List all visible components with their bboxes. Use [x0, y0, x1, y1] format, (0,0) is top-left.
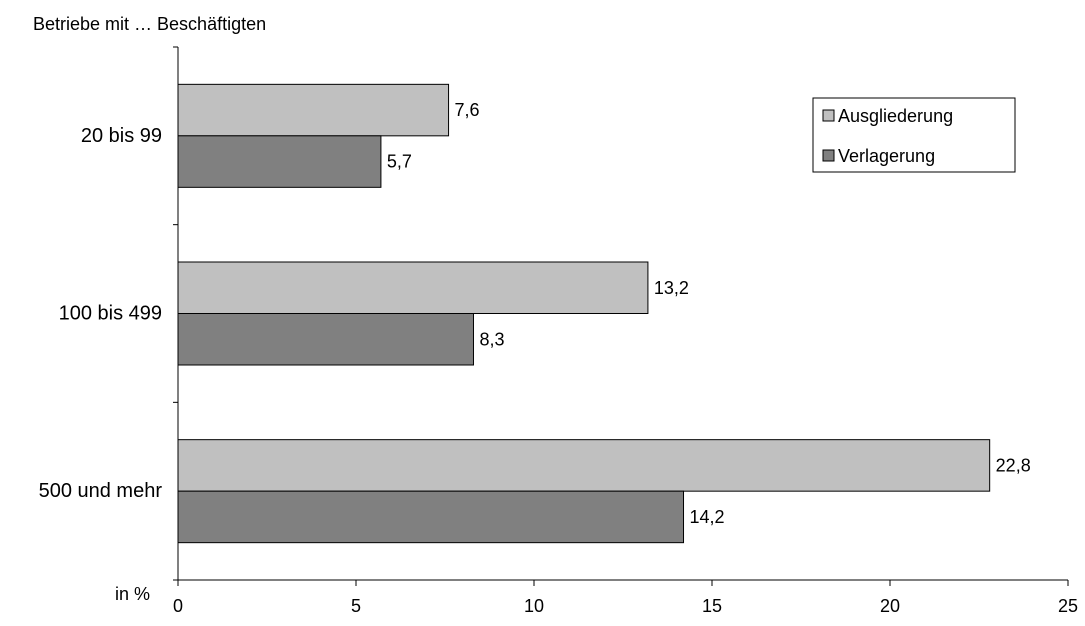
data-label-ausgliederung-500-und-mehr: 22,8	[996, 455, 1031, 475]
x-tick-label: 10	[524, 596, 544, 616]
legend-box	[812, 97, 1016, 173]
category-label-20-bis-99: 20 bis 99	[81, 125, 162, 147]
bars-layer	[177, 83, 991, 544]
bar-ausgliederung-20-bis-99	[177, 83, 450, 137]
category-label-500-und-mehr: 500 und mehr	[39, 480, 163, 502]
data-label-ausgliederung-20-bis-99: 7,6	[455, 100, 480, 120]
y-axis-title: Betriebe mit … Beschäftigten	[33, 14, 266, 34]
data-label-verlagerung-500-und-mehr: 14,2	[690, 507, 725, 527]
data-label-verlagerung-20-bis-99: 5,7	[387, 152, 412, 172]
bar-ausgliederung-500-und-mehr	[177, 439, 991, 492]
legend: Ausgliederung Verlagerung	[812, 97, 1016, 173]
x-axis-unit-label: in %	[115, 584, 150, 604]
bar-verlagerung-100-bis-499	[177, 313, 474, 366]
bar-verlagerung-500-und-mehr	[177, 490, 685, 544]
bar-ausgliederung-100-bis-499	[177, 261, 649, 314]
x-tick-label: 5	[351, 596, 361, 616]
x-tick-label: 15	[702, 596, 722, 616]
data-label-ausgliederung-100-bis-499: 13,2	[654, 278, 689, 298]
x-tick-label: 0	[173, 596, 183, 616]
legend-swatch-verlagerung	[822, 149, 835, 162]
legend-label-verlagerung: Verlagerung	[838, 146, 935, 166]
legend-swatch-ausgliederung	[822, 109, 835, 122]
x-tick-label: 20	[880, 596, 900, 616]
legend-label-ausgliederung: Ausgliederung	[838, 106, 953, 126]
data-label-verlagerung-100-bis-499: 8,3	[479, 329, 504, 349]
axes-layer: 0 5 10 15 20 25	[173, 46, 1078, 616]
category-label-100-bis-499: 100 bis 499	[59, 303, 162, 325]
bar-verlagerung-20-bis-99	[177, 135, 382, 188]
x-tick-label: 25	[1058, 596, 1078, 616]
labels-layer: 7,6 5,7 20 bis 99 13,2 8,3 100 bis 499 22,8 14,…	[39, 100, 1031, 527]
